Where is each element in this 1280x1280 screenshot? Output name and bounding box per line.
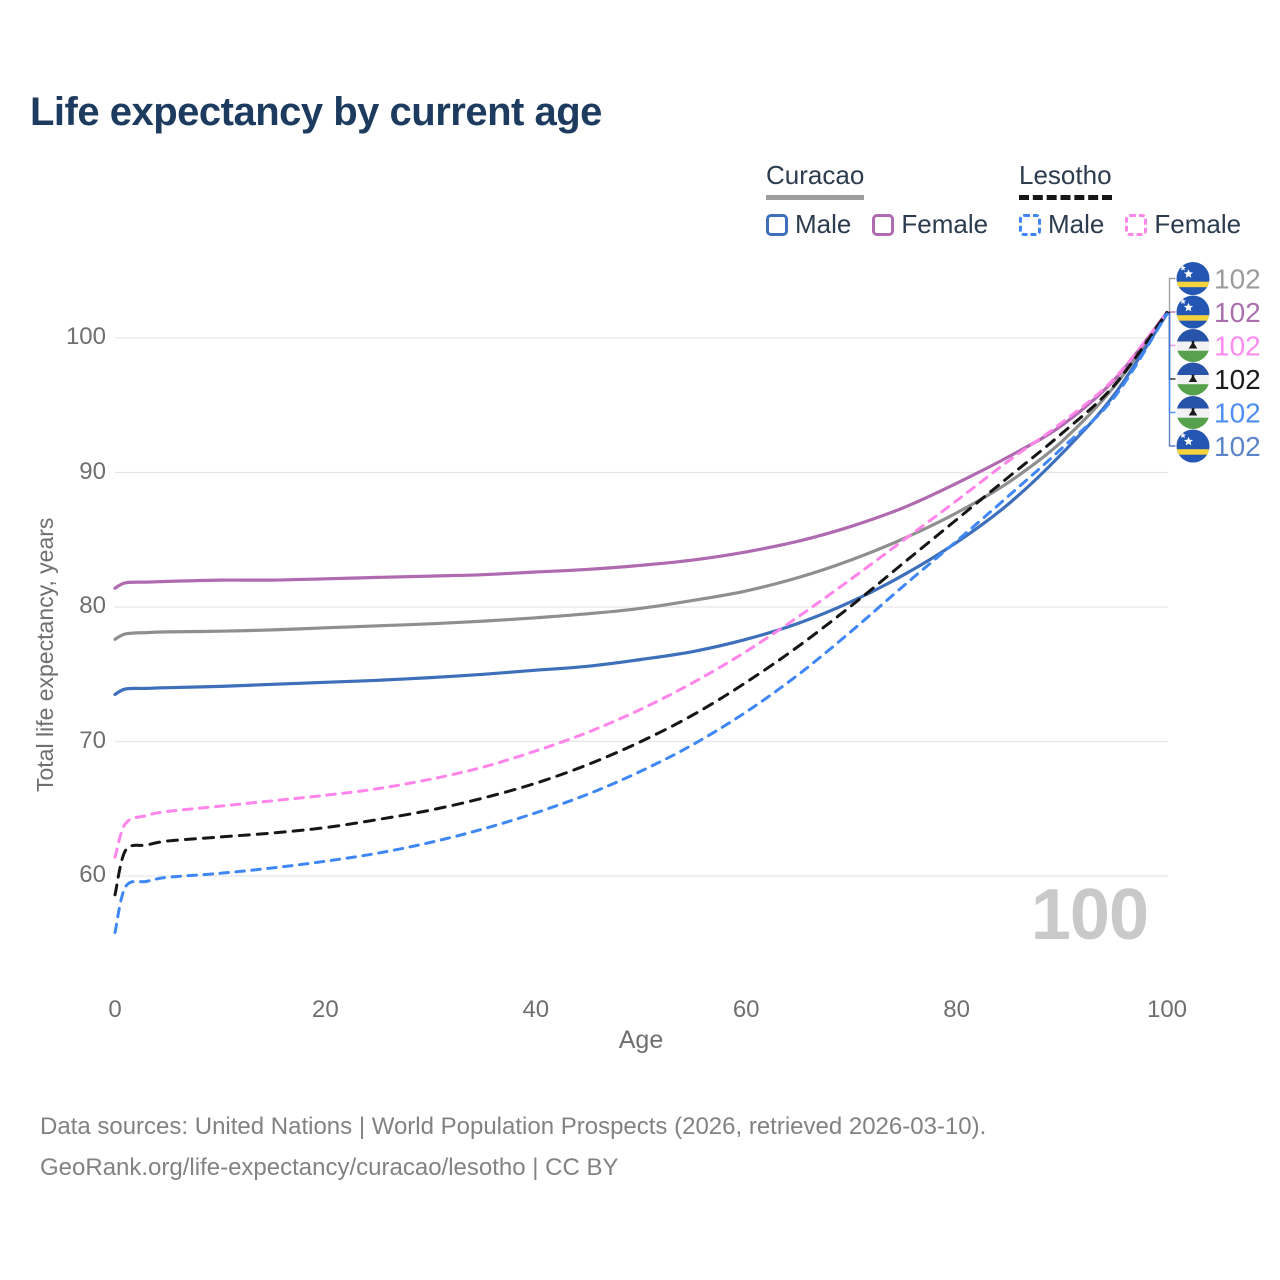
y-tick-label: 90 [79, 457, 106, 485]
legend-group-curacao: Curacao Male Female [766, 160, 988, 240]
end-value-label: 102 [1214, 297, 1261, 328]
y-tick-label: 80 [79, 592, 106, 619]
x-tick-label: 100 [1146, 996, 1188, 1023]
lesotho-flag-icon [1176, 396, 1210, 429]
footer-attribution: GeoRank.org/life-expectancy/curacao/leso… [40, 1154, 619, 1181]
end-value-label: 102 [1214, 431, 1261, 462]
line-curacao_male[interactable] [113, 312, 1169, 696]
footer: Data sources: United Nations | World Pop… [40, 1106, 986, 1188]
curacao-flag-icon [1176, 295, 1210, 329]
end-value-label: 102 [1214, 264, 1261, 295]
legend-item-label: Male [795, 209, 852, 239]
x-tick-label: 20 [312, 996, 339, 1023]
legend-group-lesotho: Lesotho Male Female [1019, 160, 1241, 240]
line-lesotho_both[interactable] [113, 310, 1169, 897]
curacao-male-swatch-icon [766, 213, 788, 236]
legend-item-curacao-male[interactable]: Male [766, 209, 851, 240]
endpoint-leader-line [1167, 313, 1176, 414]
x-tick-label: 60 [732, 996, 760, 1023]
line-curacao_both[interactable] [113, 310, 1169, 641]
end-value-label: 102 [1214, 398, 1261, 429]
line-lesotho_female[interactable] [113, 310, 1169, 859]
curacao-flag-icon [1176, 429, 1210, 463]
current-age-watermark: 100 [1030, 875, 1149, 955]
legend-item-lesotho-female[interactable]: Female [1125, 209, 1241, 240]
end-value-label: 102 [1214, 364, 1261, 395]
y-tick-label: 70 [79, 726, 106, 754]
y-tick-label: 60 [79, 861, 106, 888]
page-title: Life expectancy by current age [30, 90, 602, 134]
curacao-female-swatch-icon [872, 213, 895, 236]
endpoint-leader-line [1167, 313, 1176, 447]
legend-item-lesotho-male[interactable]: Male [1019, 209, 1104, 240]
legend-item-label: Female [901, 209, 989, 239]
legend-item-curacao-female[interactable]: Female [872, 209, 988, 240]
end-value-label: 102 [1214, 331, 1261, 362]
lesotho-flag-icon [1176, 329, 1210, 362]
legend-country-curacao[interactable]: Curacao [766, 160, 865, 200]
line-lesotho_male[interactable] [113, 312, 1169, 934]
legend-country-lesotho[interactable]: Lesotho [1019, 160, 1112, 200]
x-tick-label: 80 [943, 996, 970, 1023]
curacao-flag-icon [1176, 262, 1210, 295]
x-axis-title: Age [618, 1026, 664, 1054]
endpoint-leader-line [1167, 311, 1176, 347]
y-tick-label: 100 [65, 323, 106, 350]
footer-data-sources: Data sources: United Nations | World Pop… [40, 1113, 987, 1140]
lesotho-flag-icon [1176, 362, 1210, 396]
legend-item-label: Female [1154, 209, 1242, 239]
x-tick-label: 40 [522, 996, 550, 1023]
legend-item-label: Male [1048, 209, 1105, 239]
lesotho-male-swatch-icon [1019, 213, 1041, 236]
endpoint-leader-line [1167, 277, 1176, 314]
x-tick-label: 0 [108, 996, 122, 1023]
lesotho-female-swatch-icon [1125, 213, 1148, 236]
line-curacao_female[interactable] [113, 310, 1169, 590]
